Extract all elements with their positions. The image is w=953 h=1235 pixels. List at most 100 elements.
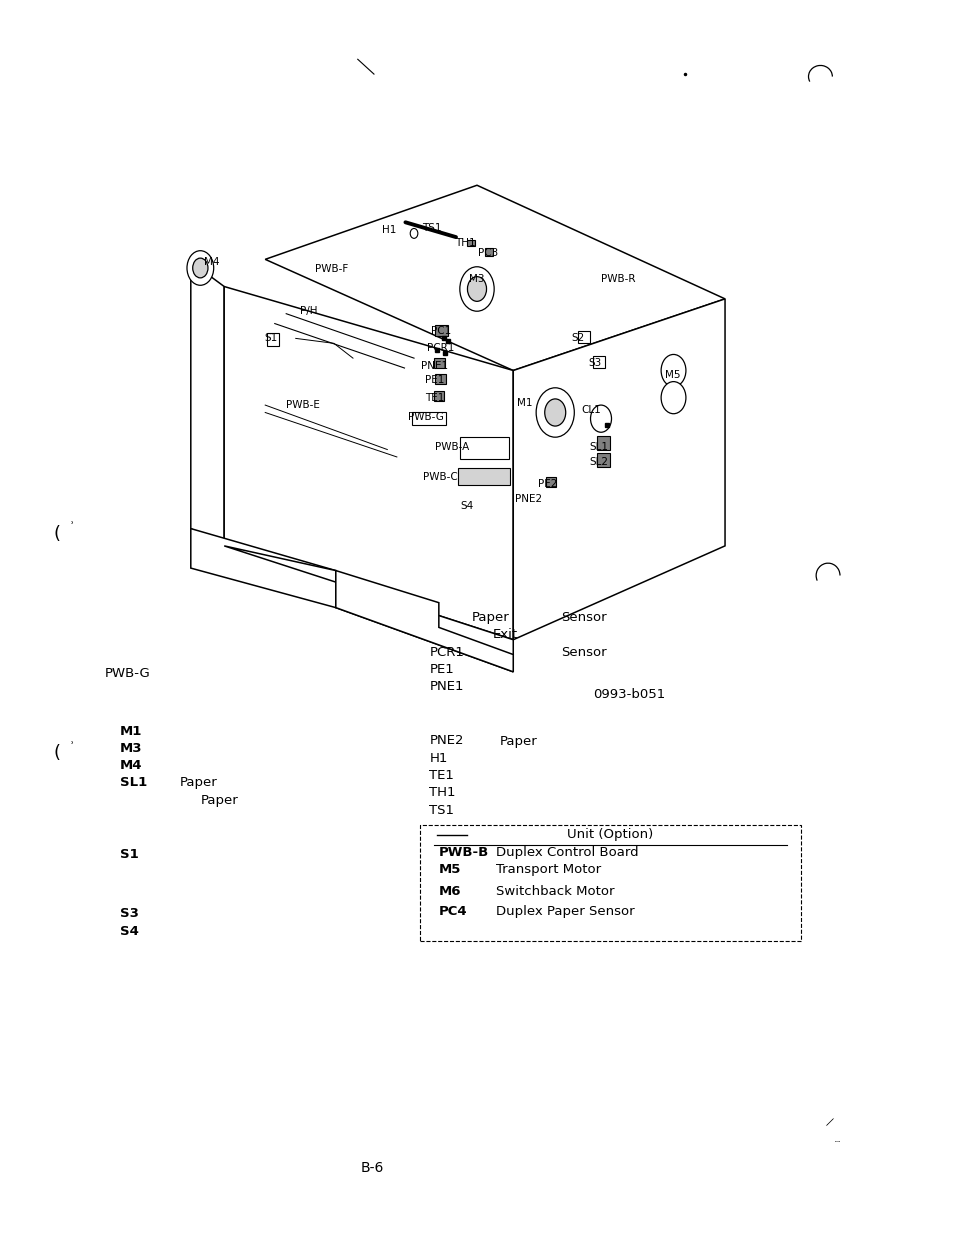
Bar	[459, 437, 509, 459]
Text: M4: M4	[204, 257, 219, 267]
Text: PCR1: PCR1	[429, 646, 464, 658]
Text: Unit (Option): Unit (Option)	[567, 829, 653, 841]
Text: SL2: SL2	[589, 457, 608, 467]
Text: PWB-B: PWB-B	[438, 846, 489, 858]
Text: S2: S2	[571, 333, 584, 343]
Bar	[419, 825, 801, 941]
Text: PE2: PE2	[537, 479, 557, 489]
Text: PWB-F: PWB-F	[315, 264, 348, 274]
Polygon shape	[191, 529, 335, 608]
Bar	[435, 374, 445, 384]
Text: —: —	[821, 1114, 837, 1129]
Polygon shape	[191, 262, 224, 546]
Text: TS1: TS1	[429, 804, 454, 816]
Bar	[435, 325, 448, 336]
Text: M3: M3	[469, 274, 484, 284]
Text: M6: M6	[438, 885, 461, 898]
Bar	[597, 436, 609, 450]
Text: PE1: PE1	[425, 375, 444, 385]
Text: PCR1: PCR1	[427, 343, 454, 353]
Text: M5: M5	[438, 863, 460, 876]
Text: TE1: TE1	[429, 769, 454, 782]
Text: PWB-G: PWB-G	[407, 412, 443, 422]
Text: S4: S4	[120, 925, 139, 937]
Text: Transport Motor: Transport Motor	[496, 863, 600, 876]
Text: Switchback Motor: Switchback Motor	[496, 885, 614, 898]
Text: S4: S4	[460, 501, 474, 511]
Circle shape	[410, 228, 417, 238]
Text: (: (	[53, 525, 61, 542]
Text: PC3: PC3	[477, 248, 498, 258]
Text: TH1: TH1	[455, 238, 476, 248]
Text: S3: S3	[120, 908, 139, 920]
Circle shape	[187, 251, 213, 285]
Circle shape	[193, 258, 208, 278]
Circle shape	[536, 388, 574, 437]
Text: Sensor: Sensor	[560, 646, 606, 658]
Text: PNE2: PNE2	[429, 735, 463, 747]
Bar	[545, 477, 556, 487]
Text: Paper: Paper	[471, 611, 509, 624]
Bar	[484, 248, 493, 256]
Text: PNE1: PNE1	[429, 680, 463, 693]
Text: PC4: PC4	[438, 905, 467, 918]
Polygon shape	[265, 185, 724, 370]
Text: Exit: Exit	[492, 629, 517, 641]
Circle shape	[544, 399, 565, 426]
Text: TS1: TS1	[422, 224, 441, 233]
Text: Duplex Control Board: Duplex Control Board	[496, 846, 639, 858]
Text: M1: M1	[120, 725, 142, 737]
Text: PNE1: PNE1	[421, 361, 448, 370]
Circle shape	[660, 354, 685, 387]
Text: PC1: PC1	[430, 326, 451, 336]
Text: S1: S1	[264, 333, 277, 343]
Text: CL1: CL1	[581, 405, 600, 415]
Text: M5: M5	[664, 370, 679, 380]
Text: ʾ: ʾ	[70, 741, 73, 751]
Bar	[267, 333, 278, 346]
Text: M3: M3	[120, 742, 143, 755]
Polygon shape	[224, 287, 513, 640]
Text: SL1: SL1	[589, 442, 608, 452]
Text: PWB-E: PWB-E	[286, 400, 320, 410]
Text: M1: M1	[517, 398, 532, 408]
Text: Duplex Paper Sensor: Duplex Paper Sensor	[496, 905, 634, 918]
Text: S3: S3	[588, 358, 601, 368]
Text: PWB-R: PWB-R	[600, 274, 635, 284]
Text: H1: H1	[429, 752, 447, 764]
Circle shape	[467, 277, 486, 301]
Text: M4: M4	[120, 760, 143, 772]
Text: SL1: SL1	[120, 777, 148, 789]
Polygon shape	[513, 299, 724, 640]
Circle shape	[660, 382, 685, 414]
Text: PWB-G: PWB-G	[105, 667, 151, 679]
Text: H1: H1	[381, 225, 396, 235]
Text: Paper: Paper	[179, 777, 217, 789]
Circle shape	[459, 267, 494, 311]
Text: S1: S1	[120, 848, 139, 861]
Text: Paper: Paper	[200, 794, 238, 806]
Bar	[597, 453, 609, 467]
Circle shape	[590, 405, 611, 432]
Text: Paper: Paper	[499, 735, 537, 747]
Text: Sensor: Sensor	[560, 611, 606, 624]
Text: B-6: B-6	[360, 1161, 383, 1176]
Bar	[457, 468, 510, 485]
Text: TH1: TH1	[429, 787, 456, 799]
Text: PNE2: PNE2	[515, 494, 541, 504]
Text: TE1: TE1	[425, 393, 444, 403]
Text: PWB-C: PWB-C	[423, 472, 457, 482]
Text: ʾ: ʾ	[70, 521, 73, 531]
Bar	[578, 331, 589, 343]
Polygon shape	[335, 571, 513, 672]
Text: (: (	[53, 745, 61, 762]
Polygon shape	[224, 546, 513, 672]
Bar	[467, 240, 475, 246]
Text: PWB-A: PWB-A	[435, 442, 469, 452]
Text: PE1: PE1	[429, 663, 454, 676]
Bar	[593, 356, 604, 368]
Bar	[434, 391, 443, 401]
Text: ┈: ┈	[834, 1136, 840, 1146]
Text: 0993-b051: 0993-b051	[593, 688, 665, 700]
Bar	[434, 358, 444, 368]
